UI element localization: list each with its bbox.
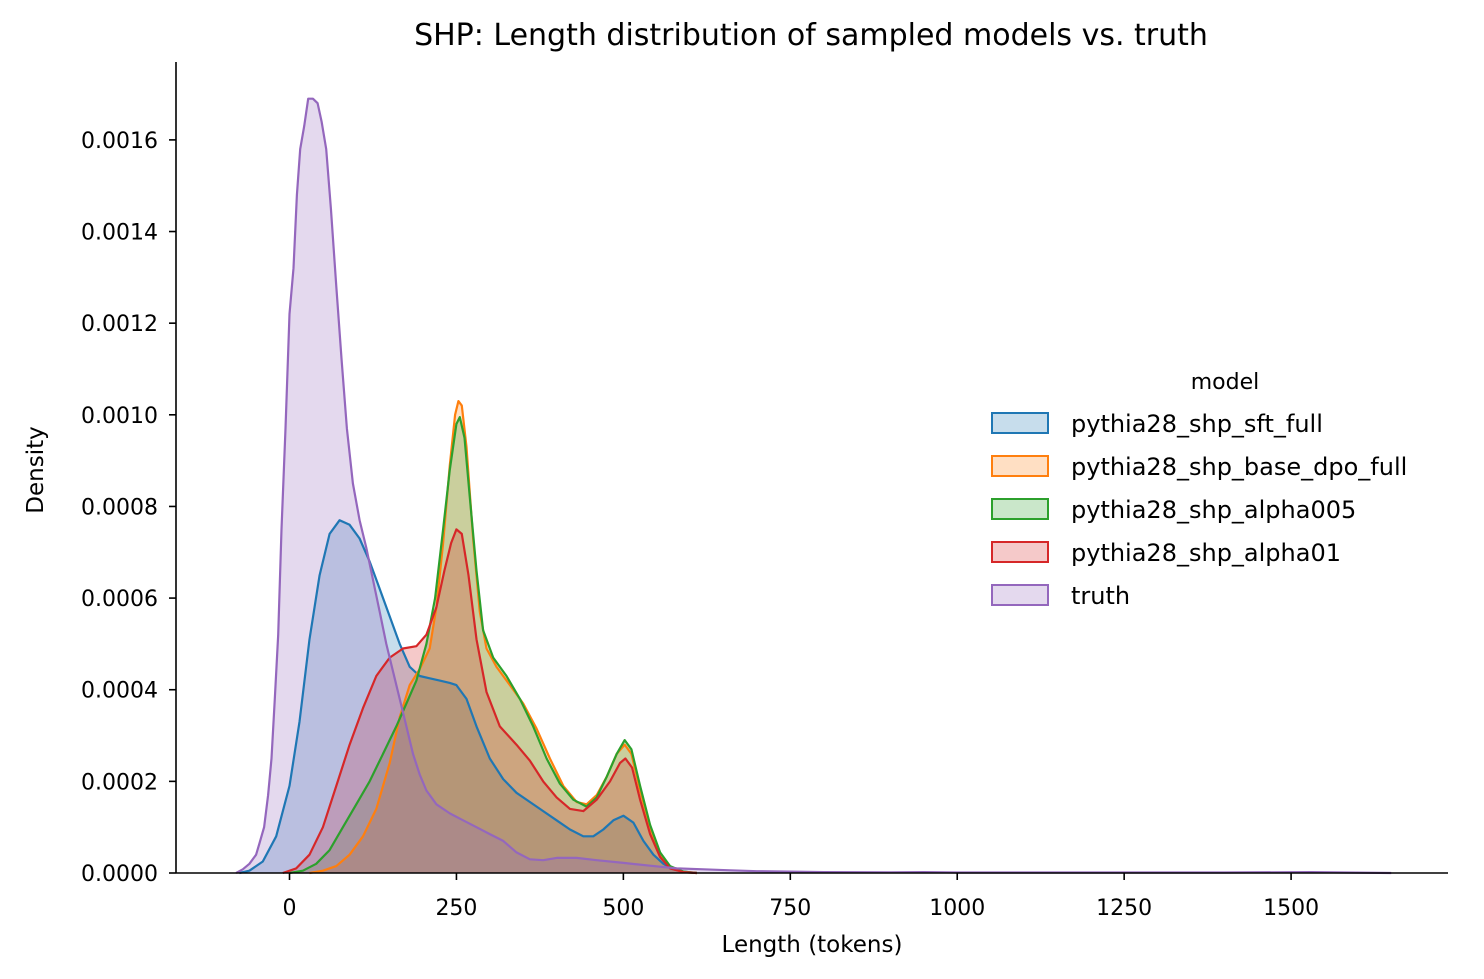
legend-swatch <box>991 541 1049 563</box>
y-tick-label: 0.0010 <box>81 404 158 429</box>
legend: model pythia28_shp_sft_fullpythia28_shp_… <box>991 370 1407 610</box>
y-axis-label: Density <box>23 426 49 513</box>
y-tick-label: 0.0014 <box>81 221 158 246</box>
x-tick-label: 1500 <box>1263 896 1319 921</box>
series-line-pythia28_shp_sft_full <box>239 519 697 875</box>
plot-area <box>235 97 1392 875</box>
series-fill-pythia28_shp_base_dpo_full <box>309 401 697 873</box>
y-tick-label: 0.0012 <box>81 312 158 337</box>
y-tick-label: 0.0006 <box>81 587 158 612</box>
chart-title: SHP: Length distribution of sampled mode… <box>414 18 1208 53</box>
y-tick-label: 0.0000 <box>81 862 158 887</box>
legend-label: pythia28_shp_alpha01 <box>1071 539 1341 567</box>
series-fill-pythia28_shp_sft_full <box>239 520 697 873</box>
series-line-pythia28_shp_alpha005 <box>289 416 697 875</box>
y-tick-label: 0.0016 <box>81 129 158 154</box>
legend-label: pythia28_shp_alpha005 <box>1071 496 1356 524</box>
legend-label: pythia28_shp_base_dpo_full <box>1071 453 1407 481</box>
x-tick-label: 0 <box>283 896 297 921</box>
y-tick-label: 0.0008 <box>81 495 158 520</box>
legend-item-truth: truth <box>991 582 1130 610</box>
series-fill-truth <box>236 98 1392 873</box>
legend-label: pythia28_shp_sft_full <box>1071 410 1323 438</box>
x-tick-label: 1000 <box>929 896 985 921</box>
series-fills <box>236 98 1392 873</box>
x-ticks: 0 250 500 750 1000 1250 1500 <box>283 873 1319 921</box>
x-tick-label: 1250 <box>1096 896 1152 921</box>
legend-item-pythia28_shp_base_dpo_full: pythia28_shp_base_dpo_full <box>991 453 1407 481</box>
x-tick-label: 500 <box>602 896 644 921</box>
legend-swatch <box>991 412 1049 434</box>
legend-swatch <box>991 584 1049 606</box>
series-line-truth <box>235 97 1392 875</box>
legend-item-pythia28_shp_alpha01: pythia28_shp_alpha01 <box>991 539 1341 567</box>
y-ticks: 0.0000 0.0002 0.0004 0.0006 0.0008 0.0010 0.00… <box>81 129 176 887</box>
y-tick-label: 0.0004 <box>81 679 158 704</box>
x-tick-label: 750 <box>769 896 811 921</box>
legend-label: truth <box>1071 582 1130 610</box>
x-tick-label: 250 <box>435 896 477 921</box>
legend-title: model <box>1191 370 1260 395</box>
series-lines <box>235 97 1392 875</box>
legend-items: pythia28_shp_sft_full pythia28_shp_base_d… <box>991 410 1407 610</box>
legend-item-pythia28_shp_alpha005: pythia28_shp_alpha005 <box>991 496 1356 524</box>
series-line-pythia28_shp_alpha01 <box>282 528 697 875</box>
x-axis-label: Length (tokens) <box>722 932 903 958</box>
legend-item-pythia28_shp_sft_full: pythia28_shp_sft_full <box>991 410 1323 438</box>
legend-swatch <box>991 498 1049 520</box>
y-tick-label: 0.0002 <box>81 770 158 795</box>
legend-swatch <box>991 455 1049 477</box>
